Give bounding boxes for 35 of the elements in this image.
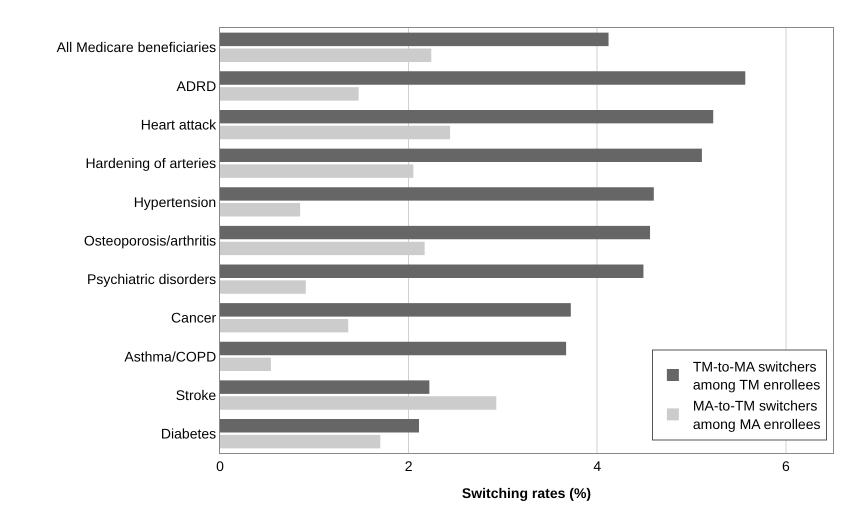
bar	[220, 280, 306, 294]
bar	[220, 187, 654, 201]
y-tick-label: Diabetes	[160, 426, 216, 442]
legend-label: TM-to-MA switchers among TM enrollees	[692, 358, 820, 393]
bar	[220, 358, 271, 372]
bar	[220, 87, 359, 101]
bar	[220, 71, 746, 85]
y-tick-label: ADRD	[176, 78, 216, 94]
y-tick-label: Hardening of arteries	[85, 155, 216, 172]
bar	[220, 303, 571, 317]
y-tick-label: Hypertension	[134, 194, 216, 210]
x-tick-label: 4	[593, 458, 602, 474]
y-tick-label: Stroke	[176, 386, 216, 403]
bar	[220, 380, 430, 394]
bar	[220, 434, 380, 448]
bar	[220, 32, 609, 46]
y-tick-label: Osteoporosis/arthritis	[84, 232, 216, 248]
y-tick-label: All Medicare beneficiaries	[56, 39, 216, 56]
x-tick-label: 0	[216, 458, 224, 474]
bar	[220, 226, 650, 240]
bar	[220, 110, 714, 124]
x-tick-label: 2	[404, 458, 413, 474]
legend-label: MA-to-TM switchers among MA enrollees	[692, 398, 821, 432]
x-tick-label: 6	[782, 458, 790, 474]
bar	[220, 148, 702, 162]
bar	[220, 419, 419, 432]
bar	[220, 264, 644, 278]
y-tick-label: Heart attack	[140, 116, 218, 132]
bar	[220, 318, 348, 332]
y-tick-label: Asthma/COPD	[124, 348, 216, 364]
y-tick-label: Cancer	[171, 310, 217, 326]
y-tick-label: Psychiatric disorders	[87, 271, 216, 288]
bar	[220, 203, 300, 217]
x-axis-title: Switching rates (%)	[462, 485, 592, 502]
bar	[220, 342, 566, 356]
